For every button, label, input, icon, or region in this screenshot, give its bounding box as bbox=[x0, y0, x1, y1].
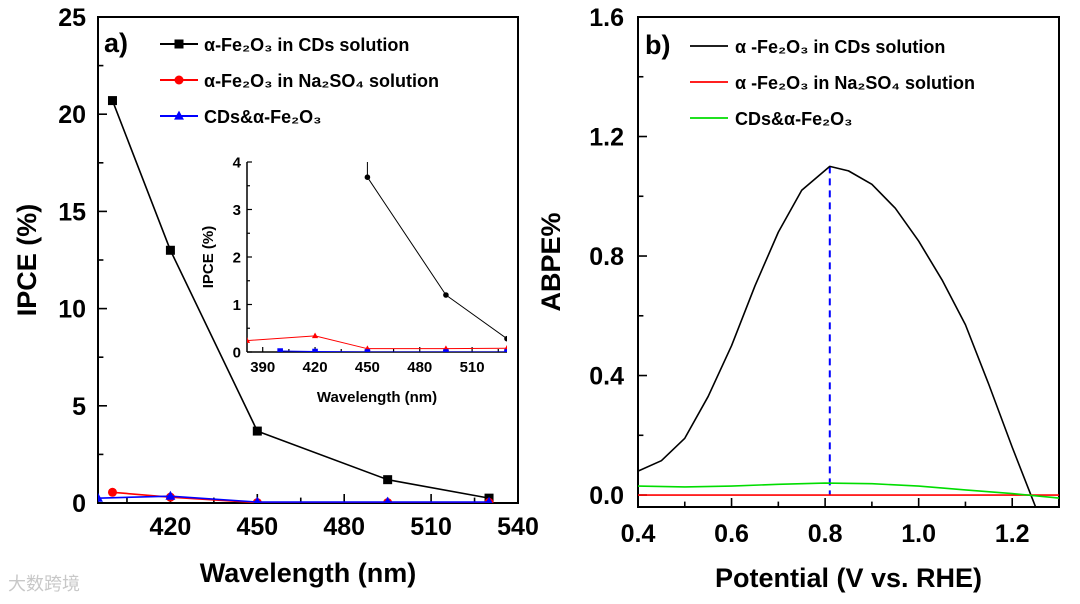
plot-frame bbox=[637, 16, 1060, 508]
x-tick-label: 420 bbox=[150, 513, 192, 541]
y-tick-label: 1 bbox=[233, 297, 241, 314]
y-tick-label: 0.0 bbox=[589, 482, 624, 510]
panel-b: 0.4 0.6 0.8 1.0 1.2 0.0 0.4 0.8 1.2 1.6 Potential … bbox=[536, 4, 1060, 593]
data-point bbox=[485, 496, 493, 503]
series-group bbox=[98, 96, 494, 503]
data-point bbox=[252, 426, 262, 436]
y-tick-label: 5 bbox=[72, 393, 86, 421]
y-tick-label: 25 bbox=[58, 4, 86, 32]
data-point bbox=[443, 292, 449, 298]
data-point bbox=[383, 475, 393, 485]
data-point bbox=[107, 487, 117, 497]
series-line-3 bbox=[280, 350, 507, 352]
legend-label: α -Fe₂O₃ in Na₂SO₄ solution bbox=[735, 73, 975, 93]
inset: 390 420 450 480 510 0 1 2 3 4 Wavelength (nm) IPCE … bbox=[200, 154, 507, 406]
x-tick-label: 0.8 bbox=[808, 520, 843, 548]
data-point bbox=[253, 496, 261, 503]
y-tick-label: 0 bbox=[72, 490, 86, 518]
data-point bbox=[504, 335, 507, 342]
data-point bbox=[107, 96, 117, 106]
data-point bbox=[364, 349, 371, 352]
x-tick-label: 450 bbox=[355, 359, 380, 376]
data-point bbox=[98, 492, 103, 502]
series-group bbox=[247, 162, 507, 352]
series-line-1 bbox=[366, 162, 507, 340]
watermark-logo: 大数跨境 bbox=[8, 570, 80, 596]
data-point bbox=[503, 344, 507, 351]
x-tick-label: 0.6 bbox=[714, 520, 749, 548]
data-point bbox=[277, 348, 283, 352]
legend-marker bbox=[174, 110, 184, 120]
legend-label: α -Fe₂O₃ in CDs solution bbox=[735, 37, 945, 57]
legend-label: CDs&α-Fe₂O₃ bbox=[204, 107, 321, 127]
x-tick-label: 420 bbox=[303, 359, 328, 376]
data-point bbox=[165, 245, 175, 255]
data-point bbox=[504, 349, 507, 352]
y-tick-label: 1.6 bbox=[589, 4, 624, 32]
legend-marker bbox=[174, 75, 184, 85]
series-line-1 bbox=[638, 165, 1037, 507]
y-tick-label: 20 bbox=[58, 101, 86, 129]
x-tick-label: 390 bbox=[250, 359, 275, 376]
data-point bbox=[311, 332, 319, 339]
y-tick-label: 2 bbox=[233, 249, 241, 266]
watermark-text: 大数跨境 bbox=[8, 574, 80, 595]
data-point bbox=[247, 337, 251, 343]
y-tick-label: 0 bbox=[233, 344, 241, 361]
panel-label: a) bbox=[104, 28, 128, 58]
legend-label: CDs&α-Fe₂O₃ bbox=[735, 109, 852, 129]
legend-label: α-Fe₂O₃ in CDs solution bbox=[204, 35, 409, 55]
panel-label: b) bbox=[645, 30, 670, 60]
x-tick-label: 1.0 bbox=[901, 520, 936, 548]
y-axis-title: IPCE (%) bbox=[12, 204, 42, 317]
y-tick-label: 15 bbox=[58, 198, 86, 226]
x-axis-title: Wavelength (nm) bbox=[200, 558, 417, 588]
legend-marker bbox=[174, 39, 184, 49]
data-point bbox=[165, 490, 176, 500]
x-tick-label: 0.4 bbox=[621, 520, 656, 548]
y-tick-label: 0.4 bbox=[589, 363, 624, 391]
x-tick-label: 450 bbox=[236, 513, 278, 541]
series-group bbox=[638, 165, 1059, 507]
series-line-2 bbox=[247, 335, 507, 350]
x-axis-title: Wavelength (nm) bbox=[317, 389, 437, 406]
data-point bbox=[384, 496, 392, 503]
x-tick-label: 1.2 bbox=[995, 520, 1030, 548]
data-point bbox=[443, 349, 449, 352]
series-line-1 bbox=[111, 100, 490, 499]
data-point bbox=[312, 348, 318, 352]
x-tick-label: 510 bbox=[410, 513, 452, 541]
series-line-3 bbox=[638, 482, 1059, 499]
legend-label: α-Fe₂O₃ in Na₂SO₄ solution bbox=[204, 71, 439, 91]
y-tick-label: 4 bbox=[233, 154, 242, 171]
x-axis-title: Potential (V vs. RHE) bbox=[715, 563, 982, 593]
y-tick-label: 3 bbox=[233, 202, 241, 219]
data-point bbox=[364, 174, 371, 180]
y-tick-label: 1.2 bbox=[589, 124, 624, 152]
y-tick-label: 0.8 bbox=[589, 243, 624, 271]
y-axis-title: ABPE% bbox=[536, 212, 566, 311]
y-axis-title: IPCE (%) bbox=[200, 226, 217, 289]
x-tick-label: 480 bbox=[323, 513, 365, 541]
x-tick-label: 540 bbox=[497, 513, 539, 541]
x-tick-label: 510 bbox=[460, 359, 485, 376]
y-tick-label: 10 bbox=[58, 296, 86, 324]
x-tick-label: 480 bbox=[407, 359, 432, 376]
